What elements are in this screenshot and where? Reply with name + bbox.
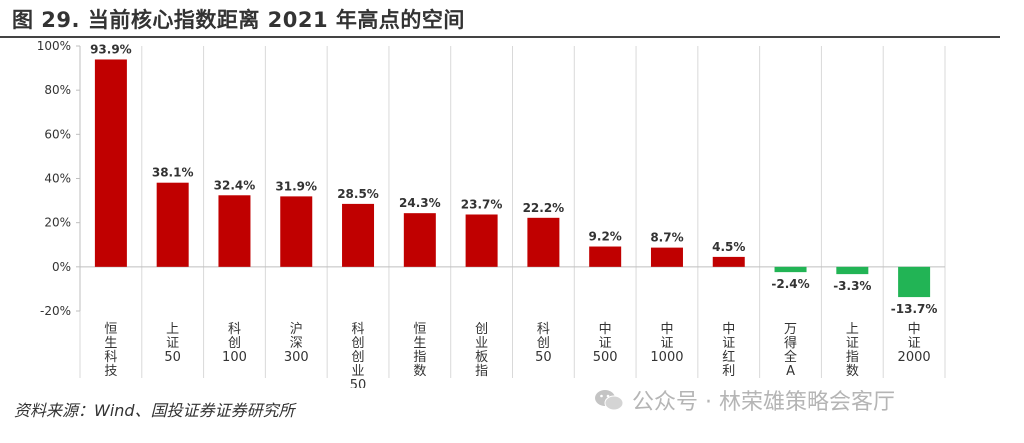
bar — [836, 266, 869, 275]
value-label: 22.2% — [523, 201, 565, 215]
value-label: 24.3% — [399, 196, 441, 210]
value-label: -3.3% — [833, 279, 871, 293]
bars — [94, 59, 931, 298]
bar — [280, 196, 313, 267]
value-label: 9.2% — [589, 230, 622, 244]
y-tick-label: 20% — [44, 216, 71, 230]
y-tick-label: 40% — [44, 172, 71, 186]
category-label: 科创创业 50 — [350, 322, 367, 388]
value-label: 8.7% — [650, 231, 683, 245]
bar — [712, 256, 745, 267]
value-label: 23.7% — [461, 197, 503, 211]
value-label: 28.5% — [337, 187, 379, 201]
category-label: 科创 100 — [222, 322, 247, 365]
category-label: 上证指数 — [846, 322, 859, 379]
category-label: 万得全 A — [784, 322, 797, 379]
value-label: -13.7% — [891, 302, 938, 316]
bar — [898, 266, 931, 298]
watermark: 公众号 · 林荣雄策略会客厅 — [594, 384, 895, 416]
bar — [527, 217, 560, 267]
chart-grid — [79, 46, 946, 378]
value-label: 38.1% — [152, 166, 194, 180]
y-tick-label: -20% — [40, 304, 71, 318]
bar — [650, 247, 683, 267]
bar — [342, 203, 375, 267]
bar — [774, 266, 807, 273]
y-tick-label: 100% — [37, 39, 71, 53]
category-label: 恒生科技 — [104, 322, 117, 379]
bar — [218, 195, 251, 267]
value-labels: 93.9% 38.1% 32.4% 31.9% 28.5% 24.3% 23.7% 22.2%… — [90, 42, 937, 316]
category-label: 沪深 300 — [284, 321, 309, 365]
y-tick-label: 60% — [44, 127, 71, 141]
category-label: 恒生指数 — [413, 322, 426, 379]
category-label: 中证 2000 — [898, 322, 931, 365]
value-label: 4.5% — [712, 240, 745, 254]
wechat-icon — [595, 390, 624, 411]
bar — [94, 59, 127, 267]
value-label: 32.4% — [214, 178, 256, 192]
bar — [465, 214, 498, 267]
category-label: 中证红利 — [722, 322, 735, 379]
category-label: 科创 50 — [535, 322, 552, 365]
bar — [589, 246, 622, 267]
category-label: 上证 50 — [164, 322, 181, 365]
value-label: 93.9% — [90, 42, 132, 56]
value-label: 31.9% — [275, 179, 317, 193]
value-label: -2.4% — [771, 277, 809, 291]
category-label: 中证 500 — [593, 322, 618, 365]
bar — [403, 213, 436, 267]
category-labels: 恒生科技 上证 50 科创 100 沪深 300 科创创业 50 恒生指数 创业板指 科创 50 中证 50… — [104, 321, 930, 388]
bar-chart: -20% 0% 20% 40% 60% 80% 100% 93.9% 38.1% 32.4% 31… — [37, 39, 946, 388]
title-divider — [0, 36, 1000, 38]
y-tick-label: 80% — [44, 83, 71, 97]
y-tick-label: 0% — [52, 260, 71, 274]
chart-title: 图 29. 当前核心指数距离 2021 年高点的空间 — [12, 8, 465, 32]
category-label: 中证 1000 — [650, 322, 683, 365]
category-label: 创业板指 — [475, 322, 488, 379]
watermark-text: 公众号 · 林荣雄策略会客厅 — [632, 390, 895, 415]
bar — [156, 182, 189, 267]
source-note: 资料来源：Wind、国投证券证券研究所 — [14, 401, 295, 420]
y-axis: -20% 0% 20% 40% 60% 80% 100% — [37, 39, 81, 318]
